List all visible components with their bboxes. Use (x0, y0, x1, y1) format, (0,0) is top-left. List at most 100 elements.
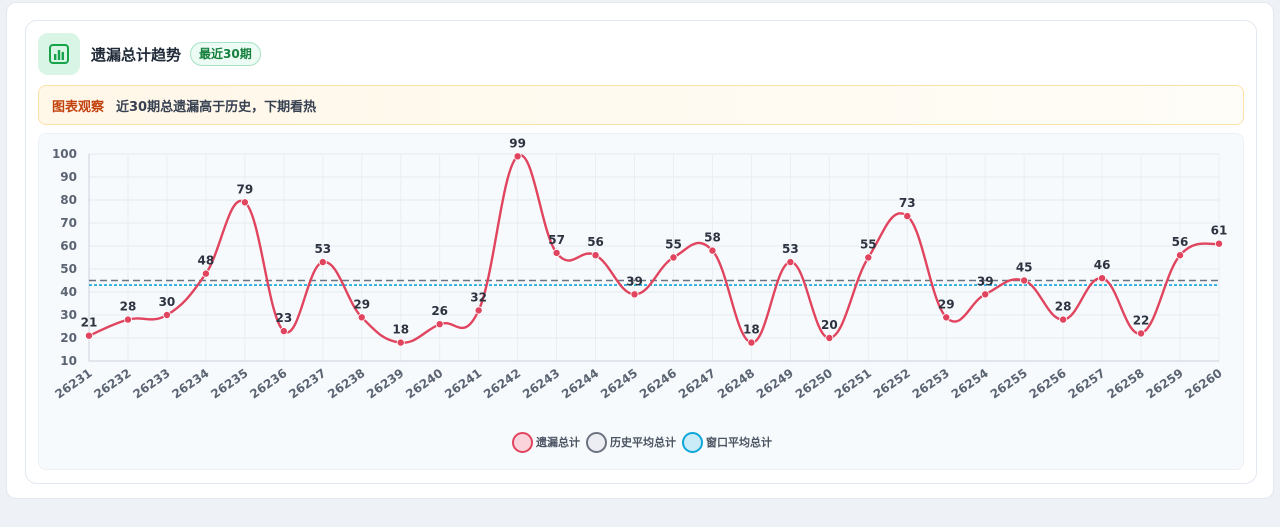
line-chart: 1020304050607080901002623126232262332623… (52, 136, 1227, 401)
observation-text: 近30期总遗漏高于历史，下期看热 (116, 99, 317, 115)
data-label: 55 (860, 238, 877, 252)
data-point (552, 248, 561, 257)
x-tick-label: 26258 (1105, 366, 1147, 401)
data-label: 18 (743, 323, 760, 337)
data-label: 32 (470, 290, 487, 304)
data-point (747, 338, 756, 347)
data-label: 28 (1055, 300, 1072, 314)
x-tick-label: 26238 (325, 366, 367, 401)
x-tick-label: 26241 (442, 366, 484, 401)
period-badge: 最近30期 (190, 42, 261, 66)
data-point (162, 310, 171, 319)
data-point (591, 251, 600, 260)
data-point (396, 338, 405, 347)
data-label: 26 (431, 304, 448, 318)
y-tick-label: 60 (60, 239, 77, 253)
x-tick-label: 26244 (559, 366, 601, 401)
chart-panel: 10 20 30 40 50 60 70 80 90 100 26231 26232 26233 2623… (38, 133, 1244, 470)
legend-label-window: 窗口平均总计 (706, 436, 772, 449)
x-tick-label: 26245 (598, 366, 640, 401)
legend-item-window[interactable]: 窗口平均总计 (682, 431, 772, 453)
x-tick-label: 26250 (793, 366, 835, 401)
x-tick-label: 26256 (1027, 366, 1069, 401)
data-label: 28 (120, 300, 137, 314)
x-tick-label: 26231 (52, 366, 94, 401)
data-point (85, 331, 94, 340)
x-tick-label: 26254 (949, 366, 991, 401)
data-label: 99 (509, 136, 526, 150)
data-point (981, 290, 990, 299)
x-tick-label: 26253 (910, 366, 952, 401)
x-tick-label: 26251 (832, 366, 874, 401)
data-label: 29 (938, 297, 955, 311)
data-label: 39 (626, 274, 643, 288)
chart-observation: 图表观察 近30期总遗漏高于历史，下期看热 (38, 85, 1244, 125)
data-label: 79 (237, 182, 254, 196)
x-tick-label: 26237 (286, 366, 328, 401)
x-tick-label: 26248 (715, 366, 757, 401)
data-label: 20 (821, 318, 838, 332)
legend-swatch-total (512, 431, 533, 453)
y-tick-label: 50 (60, 262, 77, 276)
data-point (474, 306, 483, 315)
data-point (123, 315, 132, 324)
legend-item-total[interactable]: 遗漏总计 (512, 431, 580, 453)
x-tick-label: 26243 (520, 366, 562, 401)
x-tick-label: 26235 (208, 366, 250, 401)
data-label: 55 (665, 238, 682, 252)
x-tick-label: 26246 (637, 366, 679, 401)
y-tick-label: 100 (52, 147, 77, 161)
data-label: 73 (899, 196, 916, 210)
data-point (1215, 239, 1224, 248)
y-tick-label: 80 (60, 193, 77, 207)
data-point (1020, 276, 1029, 285)
card-header: 遗漏总计趋势 最近30期 (38, 33, 261, 75)
data-point (357, 313, 366, 322)
x-tick-label: 26236 (247, 366, 289, 401)
data-point (1176, 251, 1185, 260)
data-label: 18 (392, 323, 409, 337)
data-label: 21 (81, 316, 98, 330)
y-tick-label: 70 (60, 216, 77, 230)
data-point (1098, 274, 1107, 283)
data-label: 45 (1016, 261, 1033, 275)
data-point (630, 290, 639, 299)
data-label: 57 (548, 233, 565, 247)
x-tick-label: 26233 (130, 366, 172, 401)
data-point (864, 253, 873, 262)
data-point (1059, 315, 1068, 324)
x-tick-label: 26260 (1182, 366, 1224, 401)
legend-swatch-window (682, 431, 703, 453)
x-tick-label: 26232 (91, 366, 133, 401)
y-tick-label: 90 (60, 170, 77, 184)
x-tick-label: 26259 (1144, 366, 1186, 401)
data-label: 30 (159, 295, 176, 309)
x-tick-label: 26255 (988, 366, 1030, 401)
x-tick-label: 26234 (169, 366, 211, 401)
data-label: 46 (1094, 258, 1111, 272)
data-point (669, 253, 678, 262)
data-label: 53 (782, 242, 799, 256)
x-tick-label: 26240 (403, 366, 445, 401)
trend-card: 遗漏总计趋势 最近30期 图表观察 近30期总遗漏高于历史，下期看热 10 20 3… (25, 20, 1257, 484)
data-point (513, 152, 522, 161)
data-label: 56 (587, 235, 604, 249)
x-tick-label: 26249 (754, 366, 796, 401)
data-point (279, 327, 288, 336)
data-label: 58 (704, 231, 721, 245)
y-tick-label: 40 (60, 285, 77, 299)
legend-item-history[interactable]: 历史平均总计 (586, 431, 676, 453)
chart-legend: 遗漏总计 历史平均总计 窗口平均总计 (39, 430, 1245, 454)
legend-label-history: 历史平均总计 (610, 436, 676, 449)
y-tick-label: 30 (60, 308, 77, 322)
bar-chart-icon (38, 33, 80, 75)
data-label: 23 (275, 311, 292, 325)
data-label: 56 (1172, 235, 1189, 249)
data-point (903, 212, 912, 221)
data-point (942, 313, 951, 322)
y-tick-label: 20 (60, 331, 77, 345)
data-label: 53 (314, 242, 331, 256)
data-point (201, 269, 210, 278)
y-tick-label: 10 (60, 354, 77, 368)
data-point (435, 320, 444, 329)
